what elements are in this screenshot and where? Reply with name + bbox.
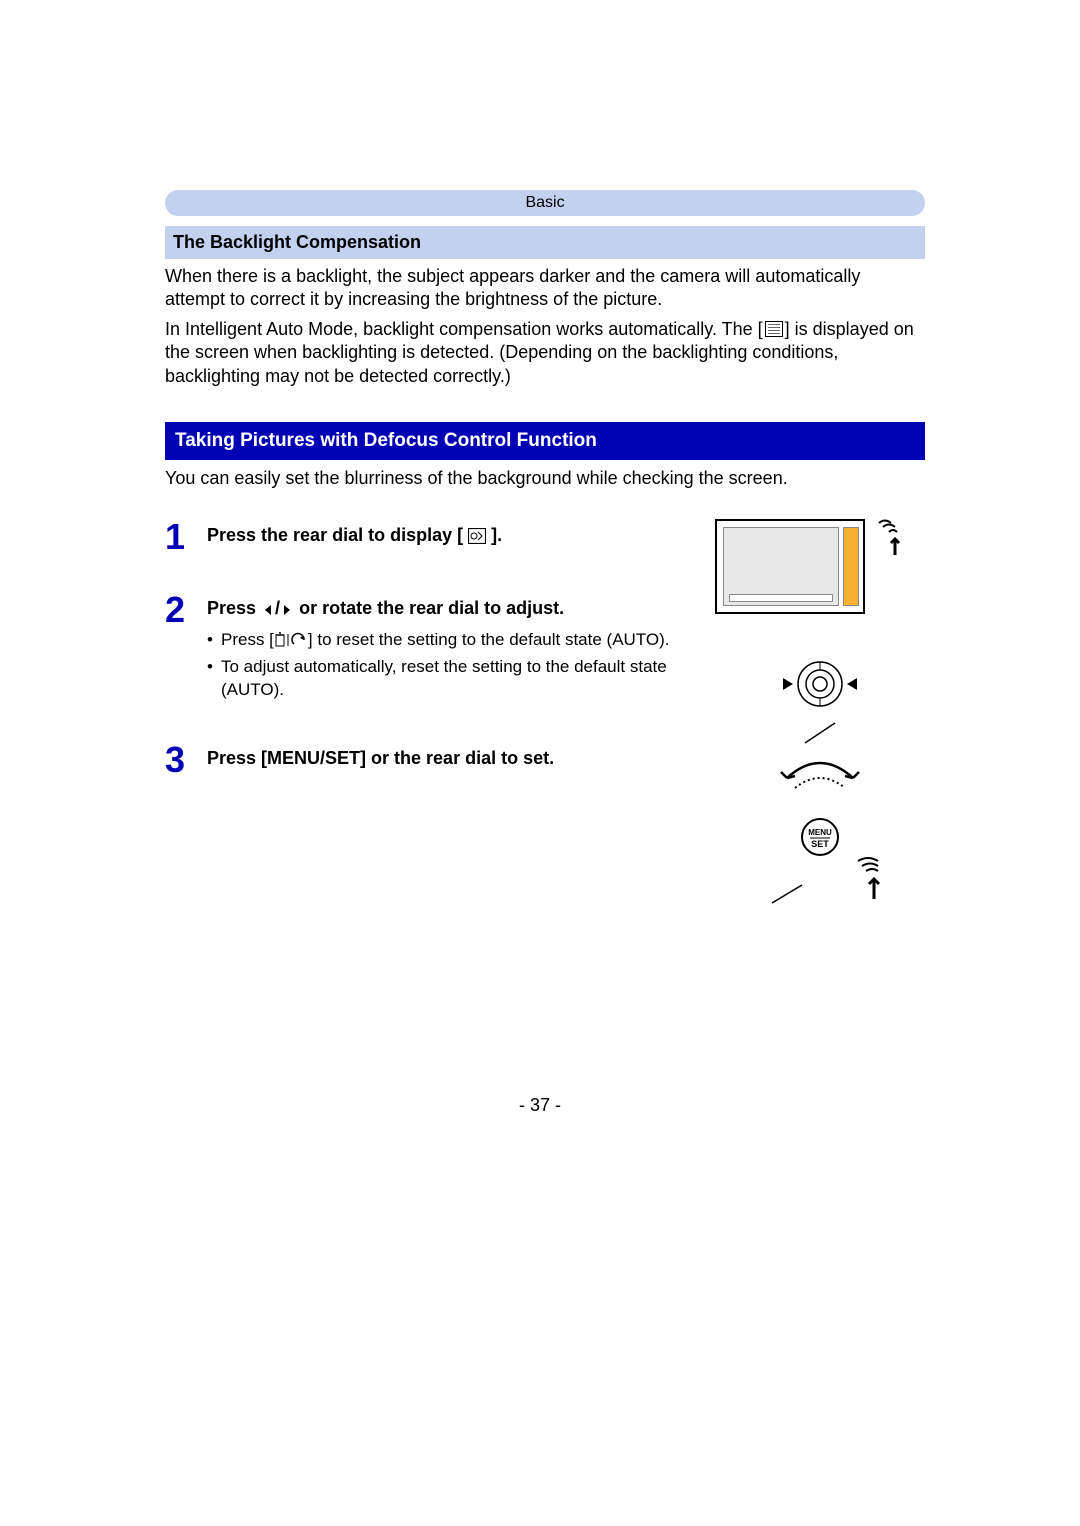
step-2-title: Press / or rotate the rear dial to adjus…: [207, 598, 695, 619]
svg-text:SET: SET: [811, 839, 829, 849]
step-1-number: 1: [165, 519, 189, 555]
step-2: 2 Press / or rotate the rear dial to adj…: [165, 592, 695, 706]
trash-return-icon: [274, 632, 308, 648]
backlight-header: The Backlight Compensation: [165, 226, 925, 259]
dial-rotate-icon: [765, 754, 875, 798]
backlight-icon: [765, 321, 783, 337]
backlight-p1: When there is a backlight, the subject a…: [165, 265, 925, 312]
step-3: 3 Press [MENU/SET] or the rear dial to s…: [165, 742, 695, 779]
step-3-title: Press [MENU/SET] or the rear dial to set…: [207, 748, 695, 769]
step-2-bullet-2: To adjust automatically, reset the setti…: [207, 656, 695, 702]
slash-icon: [765, 719, 875, 749]
svg-text:MENU: MENU: [808, 828, 832, 837]
backlight-p2: In Intelligent Auto Mode, backlight comp…: [165, 318, 925, 388]
defocus-icon: [468, 528, 486, 544]
slash-icon-2: [732, 883, 842, 907]
menu-set-icon: MENU SET: [800, 817, 840, 857]
dpad-icon: [765, 654, 875, 714]
step-1-title: Press the rear dial to display [ ].: [207, 525, 695, 546]
left-arrow-icon: [261, 603, 275, 617]
menu-set-figure: MENU SET: [715, 817, 925, 912]
dial-press-icon-2: [848, 857, 908, 907]
page-number: - 37 -: [0, 1095, 1080, 1116]
step-1: 1 Press the rear dial to display [ ].: [165, 519, 695, 556]
step-2-bullet-1: Press [] to reset the setting to the def…: [207, 629, 695, 652]
backlight-p2a: In Intelligent Auto Mode, backlight comp…: [165, 319, 763, 339]
lcd-preview-figure: [715, 519, 865, 614]
defocus-intro: You can easily set the blurriness of the…: [165, 468, 925, 489]
right-arrow-icon: [280, 603, 294, 617]
dpad-dial-figure: [760, 654, 880, 803]
step-3-number: 3: [165, 742, 189, 778]
category-bar: Basic: [165, 190, 925, 216]
dial-press-icon: [873, 519, 917, 563]
step-2-number: 2: [165, 592, 189, 628]
defocus-section-header: Taking Pictures with Defocus Control Fun…: [165, 422, 925, 460]
